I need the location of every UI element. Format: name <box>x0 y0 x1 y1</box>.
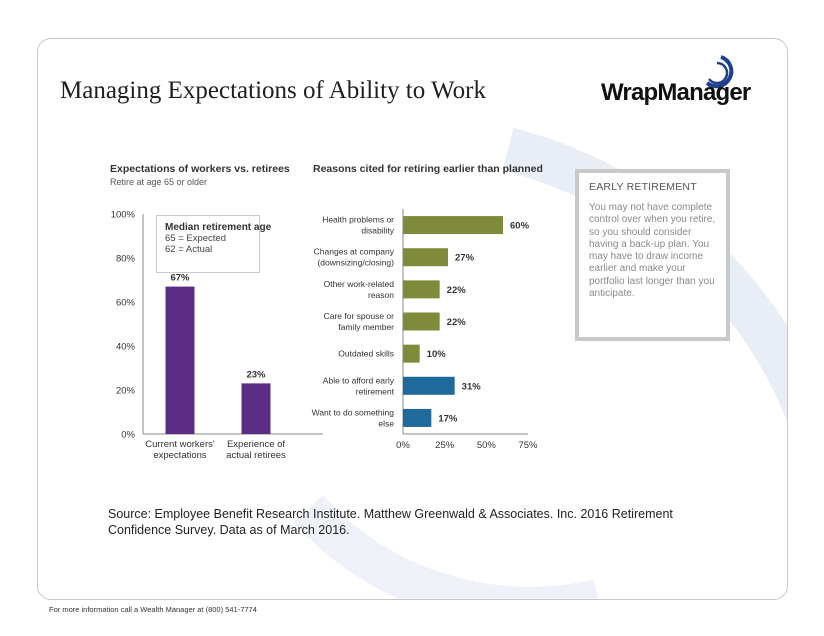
logo-swoosh-icon <box>705 55 734 89</box>
chart1-category-label: Current workers' <box>145 439 215 450</box>
info-box-title: EARLY RETIREMENT <box>589 181 697 193</box>
chart2-bar <box>403 216 503 235</box>
chart2-data-label: 31% <box>462 381 482 392</box>
chart2-category-label: family member <box>338 322 394 332</box>
chart2-bar <box>403 312 440 331</box>
chart2-data-label: 22% <box>447 317 467 328</box>
chart1-subtitle: Retire at age 65 or older <box>110 177 208 187</box>
chart1-y-tick-label: 20% <box>116 386 136 397</box>
chart1-y-tick-label: 40% <box>116 342 136 353</box>
chart1-svg: 0% 20% 40% 60% 80% 100% 67% Current workers'exp… <box>111 210 323 461</box>
chart1-title: Expectations of workers vs. retirees <box>110 163 290 175</box>
chart1-y-tick-label: 0% <box>121 430 135 441</box>
chart2-svg: 0% 25% 50% 75% 60% Health problems ordisabili… <box>312 209 538 451</box>
chart1-category-label: Experience of <box>227 439 285 450</box>
chart1-category-label: expectations <box>153 450 207 461</box>
chart1-data-label: 67% <box>170 273 190 284</box>
slide-title: Managing Expectations of Ability to Work <box>60 77 486 104</box>
legend-item-expected: 65 = Expected <box>165 233 227 244</box>
chart2-category-label: Want to do something <box>312 407 395 417</box>
chart2-category-label: Other work-related <box>324 279 395 289</box>
info-box-body: You may not have complete control over w… <box>589 202 716 300</box>
chart1-data-label: 23% <box>246 369 266 380</box>
logo-text: WrapManager <box>601 79 751 106</box>
legend-item-actual: 62 = Actual <box>165 244 213 255</box>
chart1-y-tick-label: 100% <box>111 210 136 221</box>
chart2-bar <box>403 376 455 395</box>
chart1-y-tick-label: 60% <box>116 298 136 309</box>
chart2-x-tick-label: 0% <box>396 440 410 451</box>
chart2-bar <box>403 248 448 267</box>
chart2-category-label: (downsizing/closing) <box>317 258 394 268</box>
chart2-bar <box>403 344 420 363</box>
source-note: Source: Employee Benefit Research Instit… <box>108 507 673 537</box>
chart2-data-label: 27% <box>455 253 475 264</box>
chart2-category-label: Able to afford early <box>323 375 395 385</box>
chart1-category-label: actual retirees <box>226 450 286 461</box>
legend-title: Median retirement age <box>165 222 272 233</box>
chart2-category-label: Care for spouse or <box>324 311 395 321</box>
wrapmanager-logo: WrapManager <box>601 49 761 109</box>
chart2-x-tick-label: 50% <box>477 440 497 451</box>
chart1-legend: Median retirement age 65 = Expected 62 =… <box>156 215 272 273</box>
early-retirement-box: EARLY RETIREMENT You may not have comple… <box>575 169 730 341</box>
chart1-bar <box>241 383 271 434</box>
chart2-category-label: Outdated skills <box>338 349 394 359</box>
chart2-bar <box>403 280 440 299</box>
chart2-category-label: disability <box>361 226 394 236</box>
chart2-data-label: 22% <box>447 285 467 296</box>
chart2-data-label: 60% <box>510 221 530 232</box>
chart2-category-label: retirement <box>356 386 395 396</box>
chart1-y-tick-label: 80% <box>116 254 136 265</box>
chart2-category-label: Changes at company <box>314 247 395 257</box>
chart2-data-label: 10% <box>427 349 447 360</box>
chart2-category-label: else <box>378 418 394 428</box>
slide: Managing Expectations of Ability to Work… <box>37 38 788 600</box>
chart2-category-label: Health problems or <box>322 215 394 225</box>
chart2-category-label: reason <box>368 290 394 300</box>
chart2-bar <box>403 408 432 427</box>
chart2-data-label: 17% <box>438 413 458 424</box>
footer-contact: For more information call a Wealth Manag… <box>49 605 257 614</box>
chart2-title: Reasons cited for retiring earlier than … <box>313 163 543 175</box>
chart1-bar <box>165 286 195 434</box>
chart2-x-tick-label: 25% <box>435 440 455 451</box>
chart2-x-tick-label: 75% <box>518 440 538 451</box>
